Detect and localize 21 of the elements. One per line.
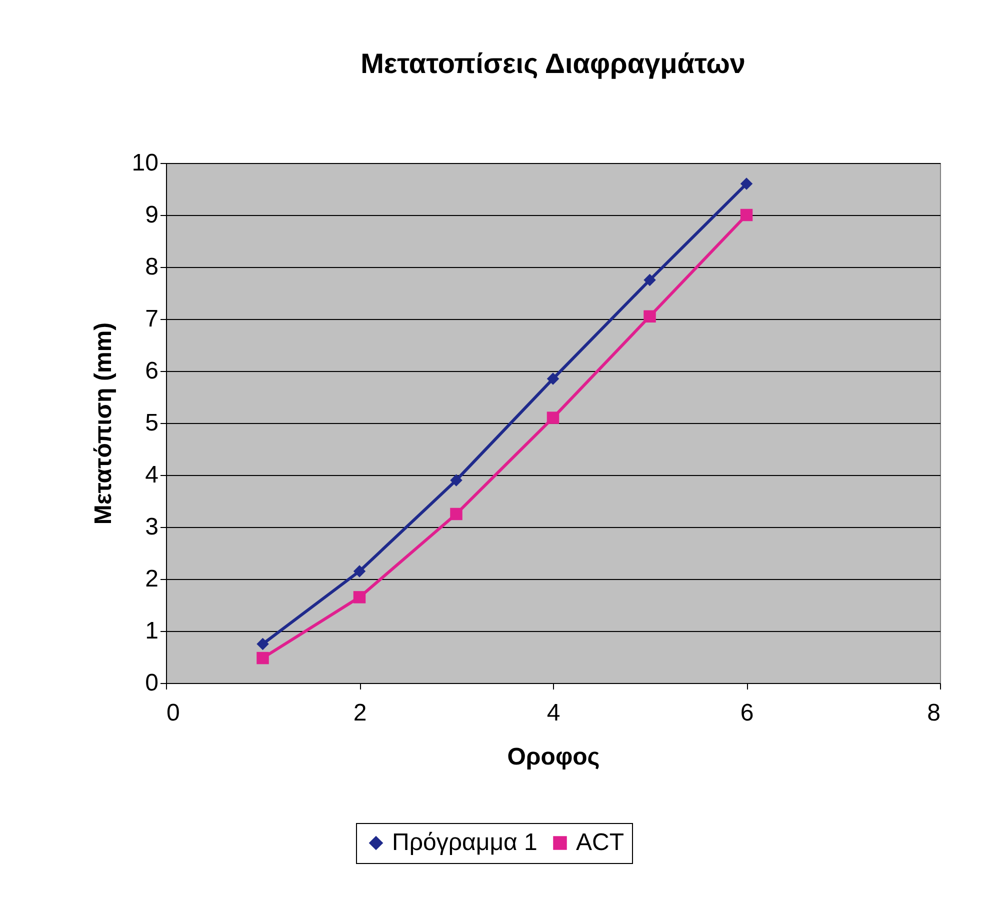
y-tick-label: 10 <box>132 150 158 176</box>
y-tick-label: 6 <box>145 358 158 384</box>
y-tick-label: 8 <box>145 254 158 280</box>
y-tick-label: 7 <box>145 306 158 332</box>
x-tick-label: 8 <box>927 700 940 726</box>
x-tick-label: 6 <box>740 700 754 726</box>
y-tick-label: 9 <box>145 202 158 228</box>
y-tick-label: 1 <box>145 618 158 644</box>
legend-label: ACT <box>576 829 624 856</box>
y-tick-label: 3 <box>145 514 158 540</box>
y-tick-label: 5 <box>145 410 158 436</box>
x-tick-label: 0 <box>166 700 180 726</box>
chart-title: Μετατοπίσεις Διαφραγμάτων <box>360 48 746 79</box>
legend-label: Πρόγραμμα 1 <box>392 829 538 856</box>
y-tick-label: 0 <box>145 670 158 696</box>
y-axis-title: Μετατόπιση (mm) <box>90 322 117 525</box>
y-tick-label: 4 <box>145 462 158 488</box>
x-tick-label: 2 <box>353 700 367 726</box>
y-tick-label: 2 <box>145 566 158 592</box>
x-axis-title: Οροφος <box>507 744 600 770</box>
x-tick-label: 4 <box>546 700 560 726</box>
